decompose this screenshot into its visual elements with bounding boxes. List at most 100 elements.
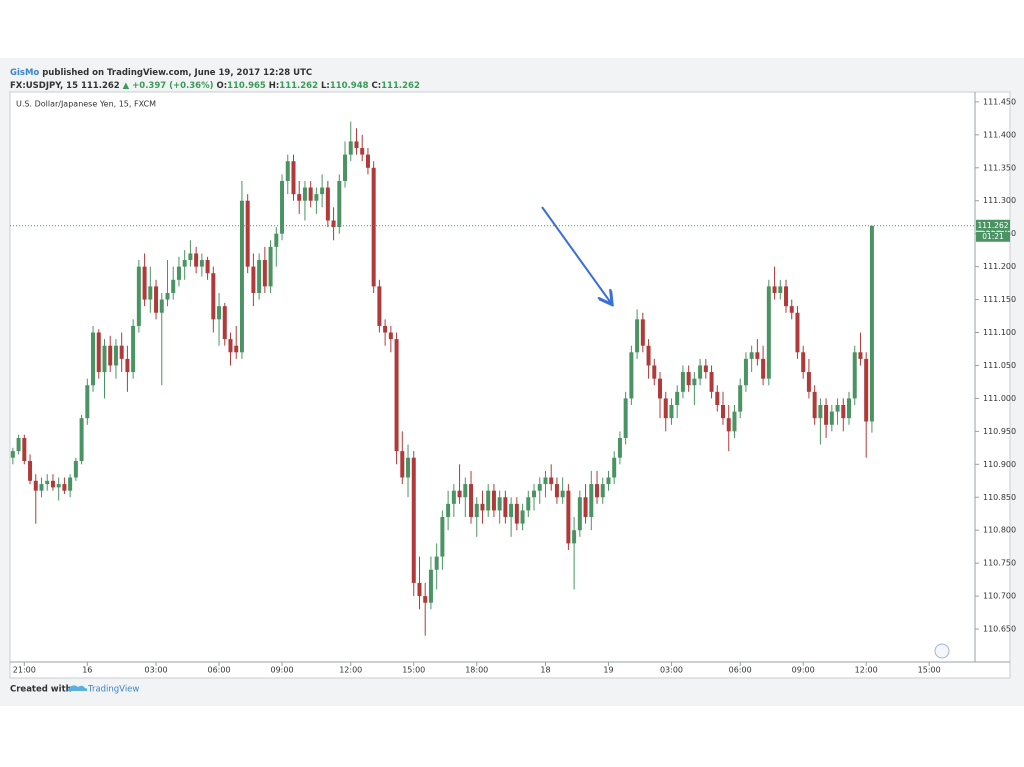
candle-body (566, 490, 571, 544)
change: ▲ +0.397 (+0.36%) (123, 81, 214, 91)
candle-body (841, 405, 846, 419)
candle-body (165, 292, 170, 300)
candle-body (205, 260, 210, 274)
y-tick-label: 111.350 (983, 163, 1016, 172)
candle-body (629, 352, 634, 399)
candle-body (194, 253, 199, 267)
candle-body (721, 405, 726, 419)
candle-body (119, 345, 124, 359)
candle-body (314, 194, 319, 201)
candle-body (514, 503, 519, 524)
candle-body (308, 187, 313, 201)
candle-body (795, 312, 800, 353)
candle-body (549, 477, 554, 485)
x-tick-label: 06:00 (729, 666, 752, 675)
candle-body (503, 497, 508, 518)
candle-body (102, 345, 107, 373)
last: 111.262 (81, 81, 120, 91)
x-tick-label: 19 (603, 666, 613, 675)
candle-body (302, 187, 307, 201)
candle-body (640, 319, 645, 346)
arrow-annotation (541, 206, 611, 303)
published: published on TradingView.com, June 19, 2… (42, 68, 312, 78)
candle-body (440, 517, 445, 557)
candle-body (474, 503, 479, 518)
candle-body (738, 385, 743, 412)
y-tick-label: 110.850 (983, 493, 1016, 502)
candle-body (835, 405, 840, 412)
candle-body (400, 451, 405, 478)
candle-body (715, 391, 720, 406)
candle-body (457, 490, 462, 498)
author[interactable]: GisMo (10, 68, 39, 78)
candle-body (789, 306, 794, 313)
candle-body (217, 306, 222, 320)
candle-body (245, 200, 250, 267)
candle-body (864, 358, 869, 422)
y-tick-label: 111.100 (983, 328, 1016, 337)
candle-body (343, 154, 348, 181)
candle-body (692, 378, 697, 386)
candle-body (188, 253, 193, 261)
candle-body (663, 398, 668, 419)
countdown: 01:21 (982, 232, 1004, 241)
candle-body (125, 358, 130, 373)
candle-body (113, 345, 118, 366)
candle-body (583, 497, 588, 518)
candle-body (755, 352, 760, 359)
candle-body (829, 411, 834, 425)
x-tick-label: 18:00 (465, 666, 488, 675)
candle-body (451, 490, 456, 504)
candle-body (337, 180, 342, 228)
brand[interactable]: TradingView (87, 685, 139, 695)
candle-body (486, 490, 491, 511)
candle-body (824, 405, 829, 425)
candle-body (228, 339, 233, 353)
candle-body (469, 484, 474, 518)
candle-body (526, 497, 531, 511)
candle-body (56, 484, 61, 488)
publish-line: GisMo published on TradingView.com, June… (10, 68, 312, 78)
y-tick-label: 110.800 (983, 526, 1016, 535)
candle-body (652, 365, 657, 379)
candle-body (234, 345, 239, 353)
candle-body (612, 457, 617, 478)
candle-body (480, 503, 485, 511)
price-tag-label: 111.262 (977, 221, 1008, 230)
x-tick-label: 03:00 (660, 666, 683, 675)
candle-body (131, 325, 136, 373)
candle-body (589, 484, 594, 518)
candle-body (360, 148, 365, 155)
candle-body (285, 161, 290, 181)
low-label: L: (321, 81, 330, 91)
candle-body (446, 503, 451, 518)
candle-body (91, 332, 96, 386)
candle-body (383, 325, 388, 333)
candle-body (325, 187, 330, 221)
open-label: O: (216, 81, 227, 91)
candle-body (176, 266, 181, 280)
candle-body (560, 490, 565, 498)
chart-frame (9, 91, 1011, 679)
candle-body (852, 352, 857, 399)
high-value: 111.262 (279, 81, 318, 91)
x-tick-label: 12:00 (339, 666, 362, 675)
legend-line: FX:USDJPY, 15 111.262 ▲ +0.397 (+0.36%) … (10, 81, 420, 91)
candle-body (371, 167, 376, 287)
y-tick-label: 110.900 (983, 460, 1016, 469)
y-tick-label: 111.450 (983, 97, 1016, 106)
candle-body (50, 480, 55, 488)
candle-body (423, 596, 428, 603)
candle-body (847, 398, 852, 419)
candle-body (171, 279, 176, 293)
x-tick-label: 12:00 (855, 666, 878, 675)
candle-body (709, 372, 714, 392)
candle-body (428, 569, 433, 603)
candle-body (577, 497, 582, 531)
y-tick-label: 111.300 (983, 196, 1016, 205)
candle-body (16, 437, 21, 452)
y-tick-label: 111.050 (983, 361, 1016, 370)
candle-body (411, 457, 416, 583)
candle-body (159, 299, 164, 313)
